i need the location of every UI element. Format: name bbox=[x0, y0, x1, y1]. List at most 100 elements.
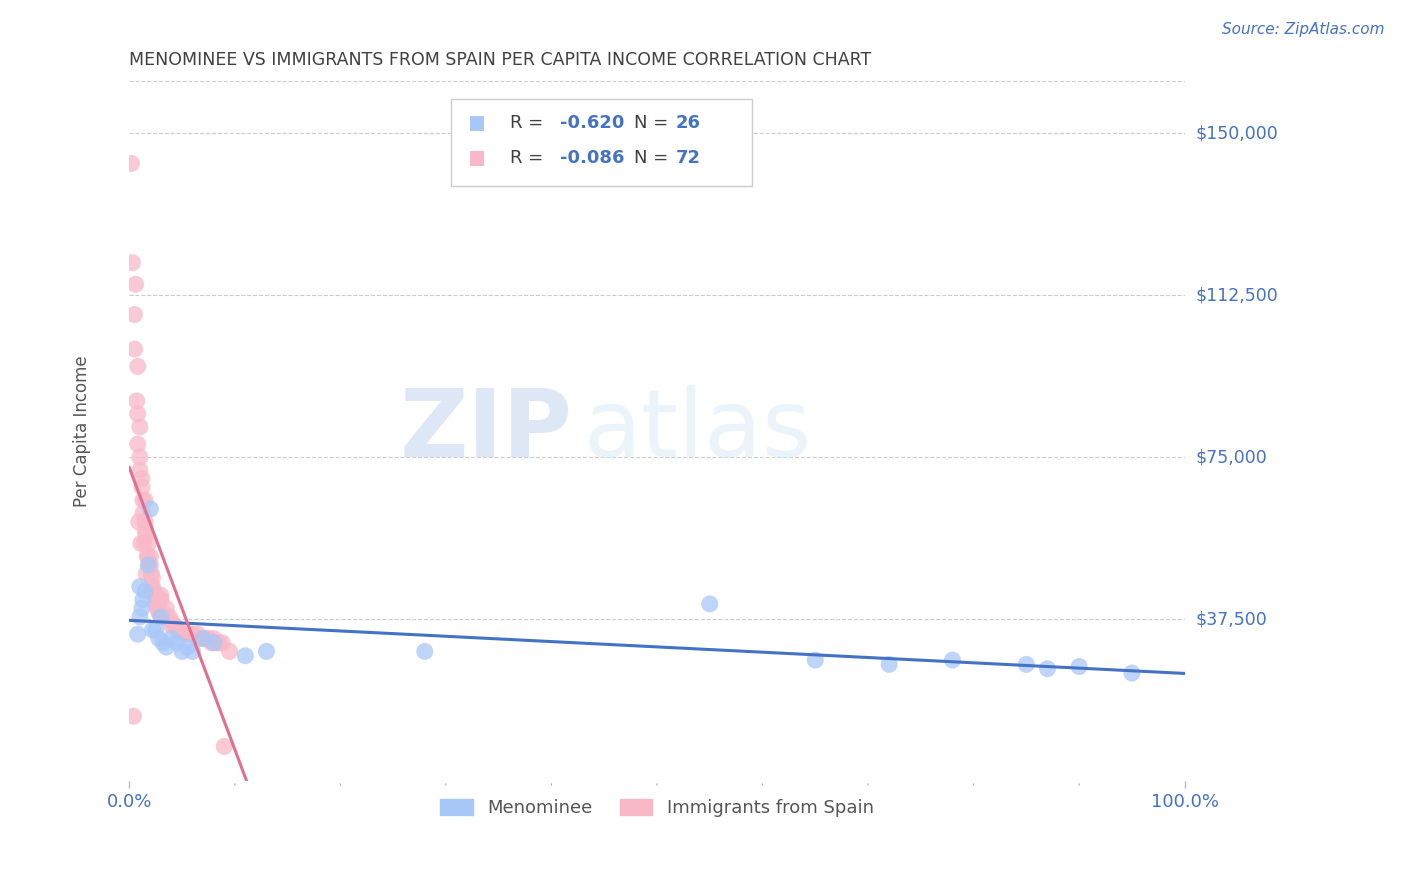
Point bbox=[148, 592, 170, 607]
Point bbox=[169, 623, 191, 637]
Point bbox=[134, 584, 156, 599]
Text: 26: 26 bbox=[676, 114, 702, 132]
Point bbox=[128, 580, 150, 594]
Point bbox=[131, 472, 153, 486]
Point bbox=[211, 636, 233, 650]
Point bbox=[139, 558, 162, 572]
Point bbox=[129, 536, 152, 550]
Point bbox=[804, 653, 827, 667]
Point bbox=[128, 463, 150, 477]
Point bbox=[127, 407, 149, 421]
Point bbox=[176, 640, 198, 654]
Text: Per Capita Income: Per Capita Income bbox=[73, 355, 91, 507]
Point bbox=[200, 636, 222, 650]
Point bbox=[149, 606, 172, 620]
Text: $112,500: $112,500 bbox=[1195, 286, 1278, 304]
Text: N =: N = bbox=[634, 114, 673, 132]
Text: $150,000: $150,000 bbox=[1195, 124, 1278, 142]
Point bbox=[205, 636, 228, 650]
Point bbox=[160, 614, 183, 628]
Point bbox=[197, 632, 219, 646]
Text: R =: R = bbox=[510, 149, 550, 168]
Point bbox=[170, 627, 193, 641]
Text: $37,500: $37,500 bbox=[1195, 610, 1268, 628]
Point bbox=[166, 623, 188, 637]
Point bbox=[120, 156, 142, 170]
Point bbox=[145, 597, 167, 611]
Point bbox=[135, 566, 157, 581]
Point bbox=[132, 493, 155, 508]
Point bbox=[128, 450, 150, 464]
Bar bbox=[470, 116, 484, 131]
Point bbox=[149, 610, 172, 624]
Point bbox=[128, 610, 150, 624]
Point bbox=[195, 632, 218, 646]
Point bbox=[190, 632, 212, 646]
Point bbox=[134, 515, 156, 529]
Legend: Menominee, Immigrants from Spain: Menominee, Immigrants from Spain bbox=[433, 792, 880, 824]
Point bbox=[699, 597, 721, 611]
Point bbox=[191, 632, 214, 646]
Point bbox=[150, 606, 173, 620]
Point bbox=[1121, 666, 1143, 681]
Point bbox=[153, 610, 176, 624]
Point bbox=[145, 623, 167, 637]
Point bbox=[191, 632, 214, 646]
Point bbox=[145, 588, 167, 602]
Point bbox=[134, 524, 156, 538]
Point bbox=[202, 632, 225, 646]
Point bbox=[157, 610, 180, 624]
Text: ZIP: ZIP bbox=[399, 385, 572, 477]
Point bbox=[413, 644, 436, 658]
Point bbox=[122, 709, 145, 723]
Point bbox=[128, 420, 150, 434]
Text: Source: ZipAtlas.com: Source: ZipAtlas.com bbox=[1222, 22, 1385, 37]
Text: -0.086: -0.086 bbox=[560, 149, 624, 168]
Bar bbox=[470, 151, 484, 166]
Point bbox=[124, 277, 146, 292]
Point bbox=[208, 636, 231, 650]
Point bbox=[136, 536, 159, 550]
Point bbox=[179, 627, 201, 641]
Point bbox=[141, 580, 163, 594]
Point bbox=[170, 644, 193, 658]
Point bbox=[134, 493, 156, 508]
Point bbox=[160, 632, 183, 646]
Text: 72: 72 bbox=[676, 149, 702, 168]
Point bbox=[163, 618, 186, 632]
Point bbox=[214, 739, 236, 754]
Point bbox=[145, 592, 167, 607]
Text: N =: N = bbox=[634, 149, 673, 168]
Point bbox=[218, 644, 240, 658]
Text: $75,000: $75,000 bbox=[1195, 448, 1268, 467]
Point bbox=[121, 256, 143, 270]
Point bbox=[141, 566, 163, 581]
Point bbox=[139, 549, 162, 564]
Point bbox=[256, 644, 278, 658]
Point bbox=[127, 627, 149, 641]
Point bbox=[149, 592, 172, 607]
Point bbox=[136, 558, 159, 572]
Point bbox=[1015, 657, 1038, 672]
Text: -0.620: -0.620 bbox=[560, 114, 624, 132]
Point bbox=[146, 601, 169, 615]
Point bbox=[181, 627, 204, 641]
FancyBboxPatch shape bbox=[451, 99, 752, 186]
Point bbox=[128, 515, 150, 529]
Point bbox=[131, 480, 153, 494]
Point bbox=[139, 502, 162, 516]
Point bbox=[143, 588, 166, 602]
Point bbox=[124, 342, 146, 356]
Point bbox=[1069, 659, 1091, 673]
Point bbox=[131, 601, 153, 615]
Point bbox=[132, 536, 155, 550]
Text: R =: R = bbox=[510, 114, 550, 132]
Text: MENOMINEE VS IMMIGRANTS FROM SPAIN PER CAPITA INCOME CORRELATION CHART: MENOMINEE VS IMMIGRANTS FROM SPAIN PER C… bbox=[129, 51, 872, 69]
Point bbox=[132, 506, 155, 520]
Point bbox=[176, 627, 198, 641]
Point bbox=[235, 648, 257, 663]
Text: atlas: atlas bbox=[583, 385, 811, 477]
Point bbox=[181, 644, 204, 658]
Point bbox=[142, 584, 165, 599]
Point bbox=[187, 627, 209, 641]
